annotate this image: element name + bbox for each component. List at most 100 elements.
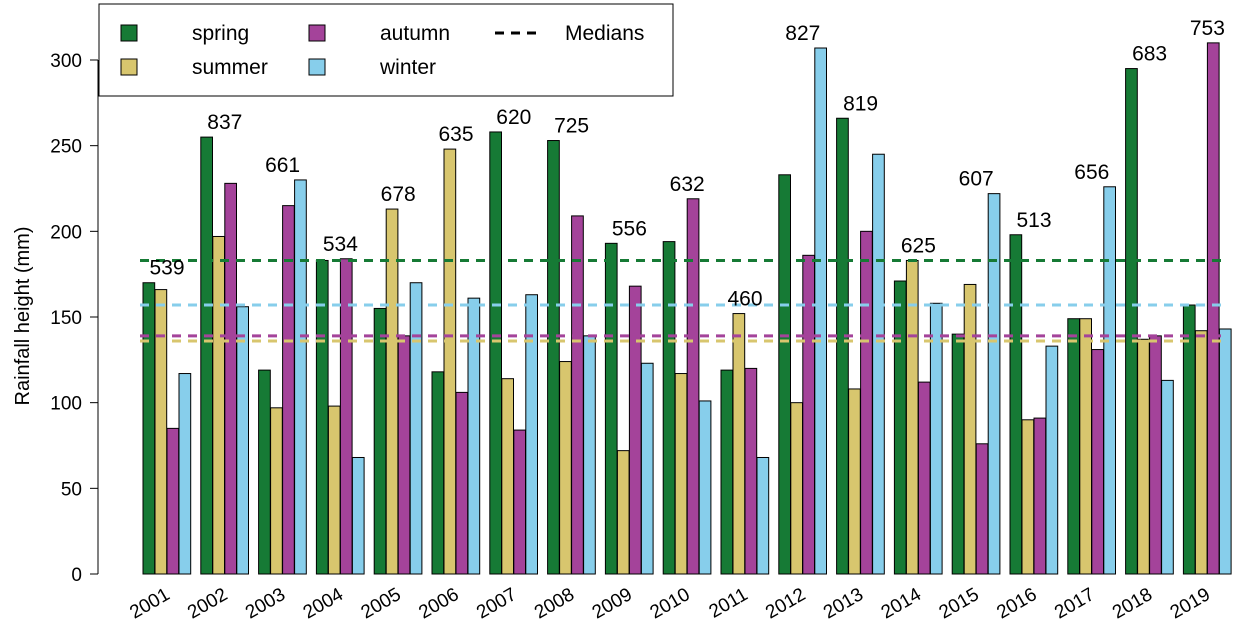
bar-winter-2005 [409,282,423,575]
bar-autumn-2014 [917,381,931,575]
y-tick-label: 0 [71,565,82,586]
legend-swatch-spring [120,24,138,42]
bar-winter-2018 [1161,379,1174,575]
bar-autumn-2011 [744,367,758,575]
bar-summer-2010 [674,373,688,575]
bar-winter-2004 [351,456,365,575]
x-tick-label-2018: 2018 [1109,584,1156,623]
y-tick-label: 150 [50,308,82,329]
bar-autumn-2016 [1033,417,1047,575]
y-tick-label: 50 [61,479,82,500]
x-tick-label-2002: 2002 [184,584,231,623]
x-tick-label-2013: 2013 [820,584,867,623]
bar-winter-2012 [814,47,827,575]
legend-label-autumn: autumn [380,22,450,45]
bar-spring-2010 [662,241,676,575]
bar-summer-2008 [559,361,572,575]
x-tick-label-2014: 2014 [878,584,925,624]
bar-summer-2017 [1079,318,1093,575]
bar-autumn-2008 [571,215,584,575]
bar-autumn-2012 [802,254,815,575]
bar-spring-2001 [142,282,156,575]
annual-total-2003: 661 [265,154,300,177]
x-tick-label-2015: 2015 [936,584,983,623]
bar-summer-2016 [1021,419,1035,575]
bar-spring-2007 [489,131,502,575]
bar-autumn-2013 [860,230,873,575]
x-tick-label-2017: 2017 [1051,584,1098,623]
bar-spring-2002 [200,136,214,575]
bar-autumn-2001 [166,427,180,575]
bar-winter-2011 [756,456,770,575]
bar-winter-2007 [525,294,538,575]
bar-spring-2012 [778,174,791,575]
bar-spring-2006 [431,371,445,575]
x-tick-label-2011: 2011 [706,584,752,623]
bar-winter-2001 [178,373,192,575]
bar-winter-2015 [987,193,1001,575]
bar-spring-2014 [893,280,907,575]
bar-winter-2003 [294,179,307,575]
bar-spring-2018 [1125,68,1138,575]
x-tick-label-2016: 2016 [993,584,1040,623]
x-tick-label-2007: 2007 [473,584,520,623]
x-tick-label-2004: 2004 [300,584,347,624]
bar-winter-2009 [640,362,654,575]
y-tick-label: 300 [50,51,82,72]
bar-summer-2018 [1137,338,1150,575]
bar-autumn-2019 [1206,42,1220,575]
annual-total-2001: 539 [149,257,184,280]
bars-layer [142,42,1232,575]
bar-autumn-2004 [339,258,353,575]
bar-spring-2008 [547,140,560,575]
bar-winter-2016 [1045,345,1059,575]
bar-summer-2003 [270,407,283,575]
bar-autumn-2005 [397,335,411,575]
bar-winter-2014 [929,302,943,575]
x-tick-label-2006: 2006 [415,584,462,623]
bar-autumn-2009 [628,285,642,575]
bar-summer-2005 [385,208,399,575]
legend-swatch-autumn [308,24,326,42]
annual-total-2012: 827 [785,22,820,45]
annual-total-2007: 620 [496,106,531,129]
x-tick-label-2012: 2012 [762,584,809,623]
bar-spring-2009 [604,242,618,575]
bar-summer-2013 [848,388,861,575]
bar-winter-2013 [872,153,885,575]
bar-summer-2006 [443,148,457,575]
annual-total-2006: 635 [438,123,473,146]
bar-autumn-2018 [1149,335,1162,575]
bar-summer-2001 [154,289,168,575]
bar-summer-2002 [212,235,226,575]
annual-total-2014: 625 [901,234,936,257]
annual-total-2009: 556 [612,217,647,240]
annual-total-2002: 837 [207,111,242,134]
x-tick-label-2005: 2005 [358,584,405,623]
legend-label-spring: spring [192,22,249,45]
legend-label-winter: winter [379,56,436,79]
y-tick-label: 200 [50,222,82,243]
bar-summer-2007 [501,378,514,575]
bar-spring-2003 [258,369,271,575]
bar-spring-2013 [836,117,849,575]
legend-swatch-winter [308,58,326,76]
legend-swatch-summer [120,58,138,76]
bar-summer-2012 [790,402,803,575]
bar-winter-2019 [1218,328,1232,575]
x-tick-label-2003: 2003 [242,584,289,623]
bar-winter-2002 [236,306,250,575]
annual-total-2005: 678 [381,183,416,206]
annual-total-2008: 725 [554,115,589,138]
bar-summer-2019 [1194,330,1208,575]
bar-autumn-2006 [455,391,469,575]
annual-total-2010: 632 [670,173,705,196]
bar-summer-2009 [616,450,630,575]
y-tick-label: 250 [50,137,82,158]
bar-autumn-2010 [686,198,700,575]
bar-spring-2017 [1067,318,1081,575]
annual-total-2017: 656 [1074,161,1109,184]
bar-spring-2015 [951,333,965,575]
bar-summer-2015 [963,283,977,575]
